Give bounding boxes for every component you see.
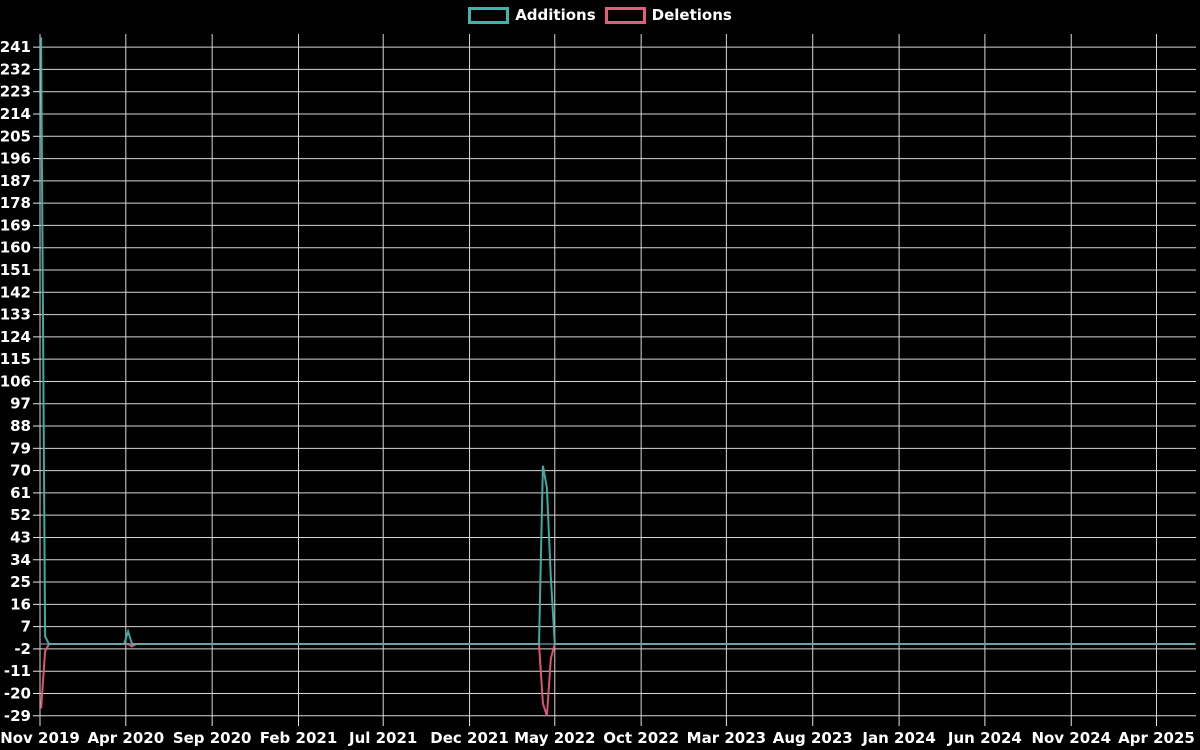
x-axis-tick-label: Feb 2021: [260, 729, 338, 747]
x-axis-tick-label: Oct 2022: [603, 729, 679, 747]
y-axis-tick-label: 79: [10, 439, 31, 457]
legend-item-deletions[interactable]: Deletions: [604, 6, 732, 24]
y-axis-tick-label: -20: [4, 684, 31, 702]
y-axis-tick-label: 214: [0, 105, 31, 123]
y-axis-tick-label: 169: [0, 216, 31, 234]
y-axis-tick-label: -2: [14, 640, 31, 658]
additions-legend-label: Additions: [515, 6, 596, 24]
deletions-line-series: [40, 643, 1195, 717]
x-axis-tick-label: Aug 2023: [773, 729, 853, 747]
y-axis-tick-label: 196: [0, 150, 31, 168]
deletions-legend-label: Deletions: [651, 6, 732, 24]
y-axis-tick-label: 16: [10, 595, 31, 613]
x-axis-tick-label: Nov 2019: [0, 729, 80, 747]
x-axis-tick-label: Apr 2025: [1118, 729, 1195, 747]
y-axis-tick-label: 223: [0, 83, 31, 101]
y-axis-tick-label: -11: [4, 662, 31, 680]
y-axis-tick-label: 52: [10, 506, 31, 524]
x-axis-tick-label: Apr 2020: [87, 729, 164, 747]
additions-line-series: [40, 37, 1195, 645]
x-axis-tick-label: Jul 2021: [348, 729, 417, 747]
x-axis-tick-label: Jan 2024: [861, 729, 935, 747]
y-axis-tick-label: -29: [4, 707, 31, 725]
y-axis-tick-label: 43: [10, 528, 31, 546]
x-axis-tick-label: Dec 2021: [430, 729, 509, 747]
y-axis-tick-label: 187: [0, 172, 31, 190]
deletions-legend-swatch-icon: [604, 7, 646, 24]
x-axis-tick-label: Mar 2023: [687, 729, 766, 747]
chart-legend: Additions Deletions: [0, 7, 1200, 24]
y-axis-tick-label: 232: [0, 60, 31, 78]
y-axis-tick-label: 97: [10, 395, 31, 413]
y-axis-tick-label: 160: [0, 239, 31, 257]
y-axis-tick-label: 70: [10, 462, 31, 480]
x-axis-tick-label: Sep 2020: [173, 729, 252, 747]
y-axis-tick-label: 25: [10, 573, 31, 591]
additions-legend-swatch-icon: [468, 7, 510, 24]
y-axis-tick-label: 142: [0, 283, 31, 301]
y-axis-tick-label: 115: [0, 350, 31, 368]
x-axis-tick-label: May 2022: [514, 729, 595, 747]
y-axis-tick-label: 241: [0, 38, 31, 56]
y-axis-tick-label: 133: [0, 306, 31, 324]
y-axis-tick-label: 151: [0, 261, 31, 279]
y-axis-tick-label: 88: [10, 417, 31, 435]
y-axis-tick-label: 124: [0, 328, 31, 346]
y-axis-tick-label: 34: [10, 551, 31, 569]
y-axis-tick-label: 7: [21, 618, 31, 636]
x-axis-tick-label: Jun 2024: [947, 729, 1022, 747]
y-axis-tick-label: 205: [0, 127, 31, 145]
y-axis-tick-label: 106: [0, 372, 31, 390]
x-axis-tick-label: Nov 2024: [1031, 729, 1111, 747]
y-axis-tick-label: 61: [10, 484, 31, 502]
y-axis-tick-label: 178: [0, 194, 31, 212]
legend-item-additions[interactable]: Additions: [468, 6, 596, 24]
